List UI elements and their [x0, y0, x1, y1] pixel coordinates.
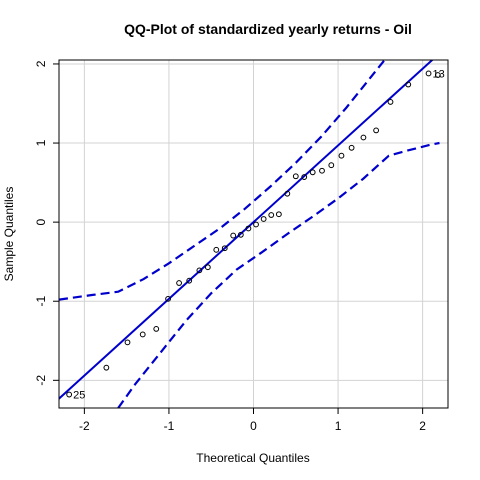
plot-area: 25 13	[59, 60, 445, 408]
x-tick-label: 2	[419, 419, 426, 433]
x-tick-label: -2	[79, 419, 90, 433]
reference-line	[59, 60, 434, 400]
data-point	[103, 364, 110, 371]
data-point	[253, 221, 259, 228]
data-point	[66, 391, 73, 398]
data-point	[196, 267, 203, 274]
data-point	[373, 127, 380, 134]
data-point	[360, 134, 367, 141]
y-tick-label: -1	[34, 296, 48, 307]
data-point	[425, 70, 432, 77]
confidence-envelope-upper	[59, 60, 386, 301]
data-point	[221, 245, 228, 252]
data-point	[204, 264, 211, 271]
data-point	[328, 162, 335, 169]
data-point	[319, 167, 325, 174]
data-point	[237, 231, 244, 238]
data-point	[245, 225, 252, 232]
y-tick-label: 2	[34, 60, 48, 67]
data-point	[292, 173, 299, 180]
data-point	[405, 81, 412, 88]
data-point	[348, 144, 355, 151]
data-point	[338, 152, 345, 159]
data-point	[284, 190, 291, 197]
data-point	[309, 169, 316, 176]
data-point	[260, 216, 267, 222]
data-point	[387, 99, 394, 105]
x-tick-label: 1	[335, 419, 342, 433]
point-label: 13	[433, 68, 445, 80]
data-point	[153, 326, 160, 332]
data-point	[275, 211, 282, 218]
y-tick-label: 1	[34, 139, 48, 146]
data-point	[213, 246, 220, 253]
confidence-envelope-lower	[117, 141, 440, 408]
data-point	[268, 212, 275, 218]
data-point	[301, 174, 308, 180]
data-point	[124, 339, 131, 346]
data-point	[230, 232, 237, 239]
x-tick-label: -1	[164, 419, 175, 433]
y-tick-label: -2	[34, 375, 48, 386]
y-axis-label: Sample Quantiles	[2, 187, 16, 282]
x-tick-label: 0	[250, 419, 257, 433]
y-axis: -2 -1 0 1 2	[34, 60, 59, 386]
y-tick-label: 0	[34, 218, 48, 225]
chart-title: QQ-Plot of standardized yearly returns -…	[124, 21, 412, 37]
grid-lines	[59, 60, 448, 408]
data-point	[434, 72, 441, 78]
data-point	[176, 280, 182, 286]
data-point	[186, 277, 193, 284]
x-axis-label: Theoretical Quantiles	[196, 451, 309, 465]
data-point	[165, 295, 171, 302]
point-label: 25	[73, 390, 85, 402]
x-axis: -2 -1 0 1 2	[79, 408, 426, 433]
data-point	[139, 331, 146, 338]
